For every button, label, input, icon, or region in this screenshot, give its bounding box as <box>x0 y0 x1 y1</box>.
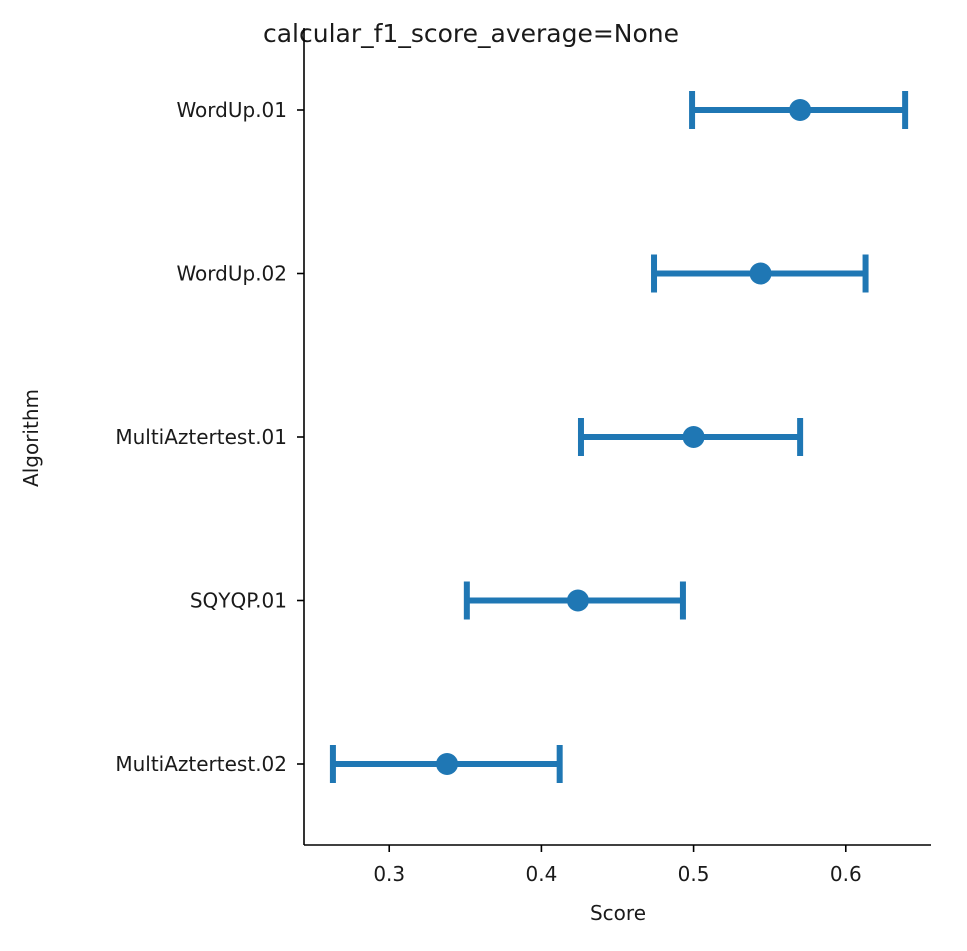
y-tick-label: MultiAztertest.01 <box>115 425 287 449</box>
x-tick-label: 0.3 <box>373 862 405 886</box>
y-ticks: WordUp.01 WordUp.02 MultiAztertest.01 SQYQP… <box>115 98 304 776</box>
y-tick-label: WordUp.02 <box>176 262 287 286</box>
estimate-point <box>749 262 772 285</box>
x-tick-label: 0.5 <box>678 862 710 886</box>
estimate-point <box>436 753 459 775</box>
x-ticks: 0.3 0.4 0.5 0.6 <box>373 845 862 886</box>
estimate-point <box>682 426 705 448</box>
estimate-point <box>566 589 589 612</box>
plot-marks <box>329 91 909 783</box>
x-tick-label: 0.6 <box>830 862 862 886</box>
y-axis-label: Algorithm <box>19 389 43 487</box>
y-tick-label: MultiAztertest.02 <box>115 752 287 776</box>
x-tick-label: 0.4 <box>526 862 558 886</box>
estimate-point <box>789 99 812 121</box>
y-tick-label: SQYQP.01 <box>190 589 287 613</box>
chart-title: calcular_f1_score_average=None <box>263 19 679 48</box>
y-tick-label: WordUp.01 <box>176 98 287 122</box>
x-axis-label: Score <box>590 901 646 925</box>
